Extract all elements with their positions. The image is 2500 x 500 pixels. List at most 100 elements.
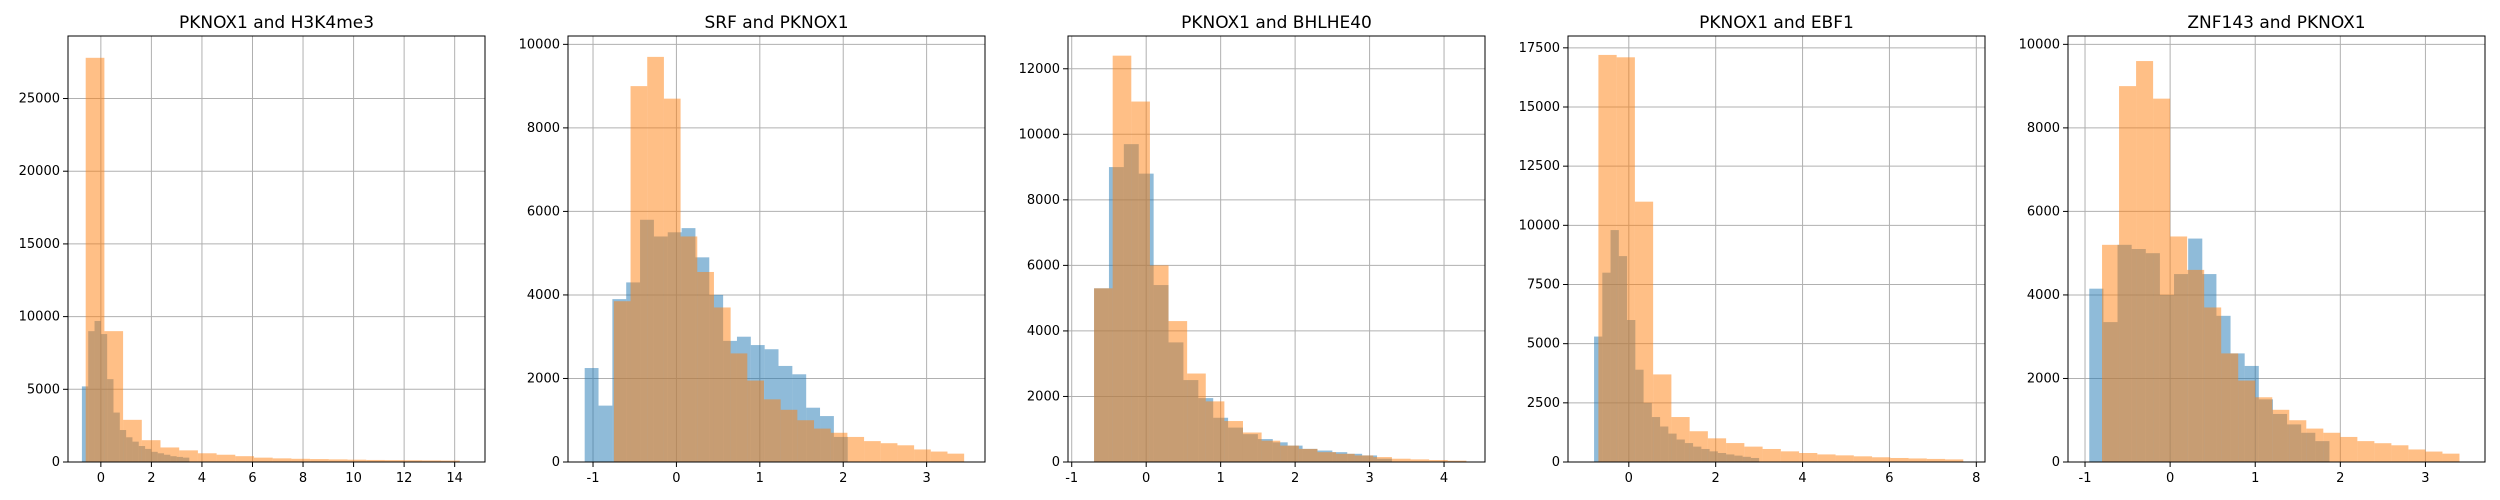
histogram-bar-series-2 — [780, 409, 798, 462]
histogram-bar-series-2 — [814, 428, 831, 462]
histogram-bar-series-2 — [1205, 401, 1225, 462]
axes-frame — [67, 35, 486, 463]
y-tick-label: 10000 — [519, 37, 560, 52]
y-tick-label: 0 — [1052, 455, 1060, 470]
y-tick-label: 8000 — [527, 121, 560, 136]
histogram-bar-series-2 — [216, 454, 236, 462]
histogram-bar-series-2 — [441, 460, 460, 462]
histogram-bar-series-2 — [1744, 446, 1763, 462]
y-tick-label: 2000 — [2027, 371, 2060, 386]
histogram-bar-series-1 — [2089, 288, 2104, 462]
histogram-bar-series-2 — [2408, 449, 2426, 462]
histogram-bar-series-2 — [1429, 460, 1448, 462]
panel-title: SRF and PKNOX1 — [704, 13, 848, 33]
histogram-bar-series-2 — [1410, 459, 1430, 462]
axes-frame — [567, 35, 986, 463]
histogram-bar-series-1 — [81, 386, 89, 462]
panel-title: PKNOX1 and H3K4me3 — [179, 13, 374, 33]
histogram-bar-series-2 — [2306, 428, 2324, 462]
x-tick-label: 8 — [1972, 471, 1980, 486]
histogram-bar-series-2 — [1112, 55, 1132, 463]
histogram-bar-series-2 — [160, 447, 180, 462]
histogram-bar-series-2 — [713, 307, 731, 462]
histogram-bar-series-2 — [2272, 409, 2290, 462]
axes-frame — [1067, 35, 1486, 463]
y-tick-label: 4000 — [1027, 324, 1060, 339]
histogram-bar-series-2 — [328, 459, 348, 462]
y-tick-label: 2000 — [527, 371, 560, 386]
histogram-bar-series-2 — [1373, 457, 1392, 462]
histogram-bar-series-2 — [1926, 458, 1946, 462]
histogram-bar-series-2 — [1354, 455, 1374, 462]
y-tick-label: 8000 — [1027, 193, 1060, 208]
histogram-bar-series-2 — [2153, 98, 2171, 462]
y-tick-label: 5000 — [1527, 337, 1560, 352]
y-tick-label: 7500 — [1527, 278, 1560, 293]
histogram-bar-series-2 — [2289, 420, 2307, 462]
histogram-bar-series-2 — [1187, 373, 1206, 462]
histogram-bar-series-2 — [663, 98, 681, 462]
y-tick-label: 17500 — [1519, 41, 1560, 56]
x-tick-label: 6 — [248, 471, 256, 486]
y-tick-label: 6000 — [527, 204, 560, 219]
x-tick-label: 10 — [345, 471, 362, 486]
histogram-bar-series-2 — [347, 459, 367, 462]
histogram-bar-series-2 — [403, 460, 423, 462]
histogram-bar-series-2 — [1853, 456, 1873, 462]
x-tick-label: 1 — [2251, 471, 2259, 486]
histogram-bar-series-2 — [730, 353, 748, 462]
x-tick-label: 2 — [2336, 471, 2344, 486]
y-tick-label: 5000 — [27, 382, 60, 397]
histogram-panel-1: 0 2 4 6 8 10 12 14 0 5000 10000 15000 20000 25000 PKNO… — [19, 13, 486, 486]
y-tick-label: 15000 — [19, 237, 60, 252]
y-tick-label: 10000 — [19, 310, 60, 325]
y-tick-label: 25000 — [19, 92, 60, 107]
histogram-bar-series-2 — [1634, 201, 1654, 462]
x-tick-label: 6 — [1885, 471, 1893, 486]
histogram-bar-series-2 — [2340, 436, 2358, 462]
x-tick-label: 2 — [147, 471, 155, 486]
histogram-bar-series-2 — [197, 453, 217, 462]
y-tick-label: 8000 — [2027, 121, 2060, 136]
histogram-bar-series-2 — [2187, 269, 2205, 462]
histogram-bar-series-2 — [2102, 244, 2120, 462]
histogram-bar-series-2 — [2170, 236, 2188, 462]
histogram-bar-series-2 — [947, 453, 965, 462]
y-tick-label: 2000 — [1027, 389, 1060, 404]
y-tick-label: 0 — [2052, 455, 2060, 470]
histogram-panel-2: -1 0 1 2 3 0 2000 4000 6000 8000 10000 SRF and PKNO… — [519, 13, 986, 486]
x-tick-label: 0 — [97, 471, 105, 486]
histogram-bar-series-2 — [864, 441, 881, 462]
histogram-bar-series-2 — [254, 457, 273, 462]
histogram-bar-series-2 — [930, 451, 948, 462]
histogram-panel-3: -1 0 1 2 3 4 0 2000 4000 6000 8000 10000 12000 PKNOX1… — [1019, 13, 1486, 486]
x-tick-label: 0 — [1142, 471, 1150, 486]
histogram-bar-series-2 — [235, 456, 255, 462]
histogram-bar-series-2 — [2136, 61, 2154, 462]
histogram-bar-series-2 — [747, 380, 764, 462]
histogram-bar-series-2 — [1598, 54, 1617, 462]
histogram-bar-series-2 — [1799, 453, 1818, 462]
histogram-bar-series-2 — [2119, 86, 2137, 462]
histogram-bar-series-2 — [647, 56, 664, 462]
panel-title: ZNF143 and PKNOX1 — [2187, 13, 2365, 33]
x-tick-label: 2 — [1712, 471, 1720, 486]
y-tick-label: 12500 — [1519, 159, 1560, 174]
axes-frame — [1567, 35, 1986, 463]
histogram-bar-series-2 — [2255, 397, 2273, 462]
y-tick-label: 6000 — [1027, 258, 1060, 273]
histogram-bar-series-2 — [697, 271, 714, 462]
histogram-bar-series-2 — [1653, 374, 1672, 462]
histogram-bar-series-2 — [123, 419, 142, 462]
histogram-bar-series-2 — [1726, 443, 1745, 462]
y-tick-label: 4000 — [527, 288, 560, 303]
histogram-bar-series-2 — [1707, 438, 1727, 462]
x-tick-label: 12 — [396, 471, 413, 486]
histogram-bar-series-2 — [2323, 432, 2341, 462]
x-tick-label: -1 — [587, 471, 600, 486]
histogram-bar-series-2 — [1817, 454, 1836, 462]
x-tick-label: 3 — [922, 471, 930, 486]
panel-title: PKNOX1 and EBF1 — [1699, 13, 1854, 33]
x-tick-label: 2 — [839, 471, 847, 486]
x-tick-label: 3 — [2421, 471, 2429, 486]
